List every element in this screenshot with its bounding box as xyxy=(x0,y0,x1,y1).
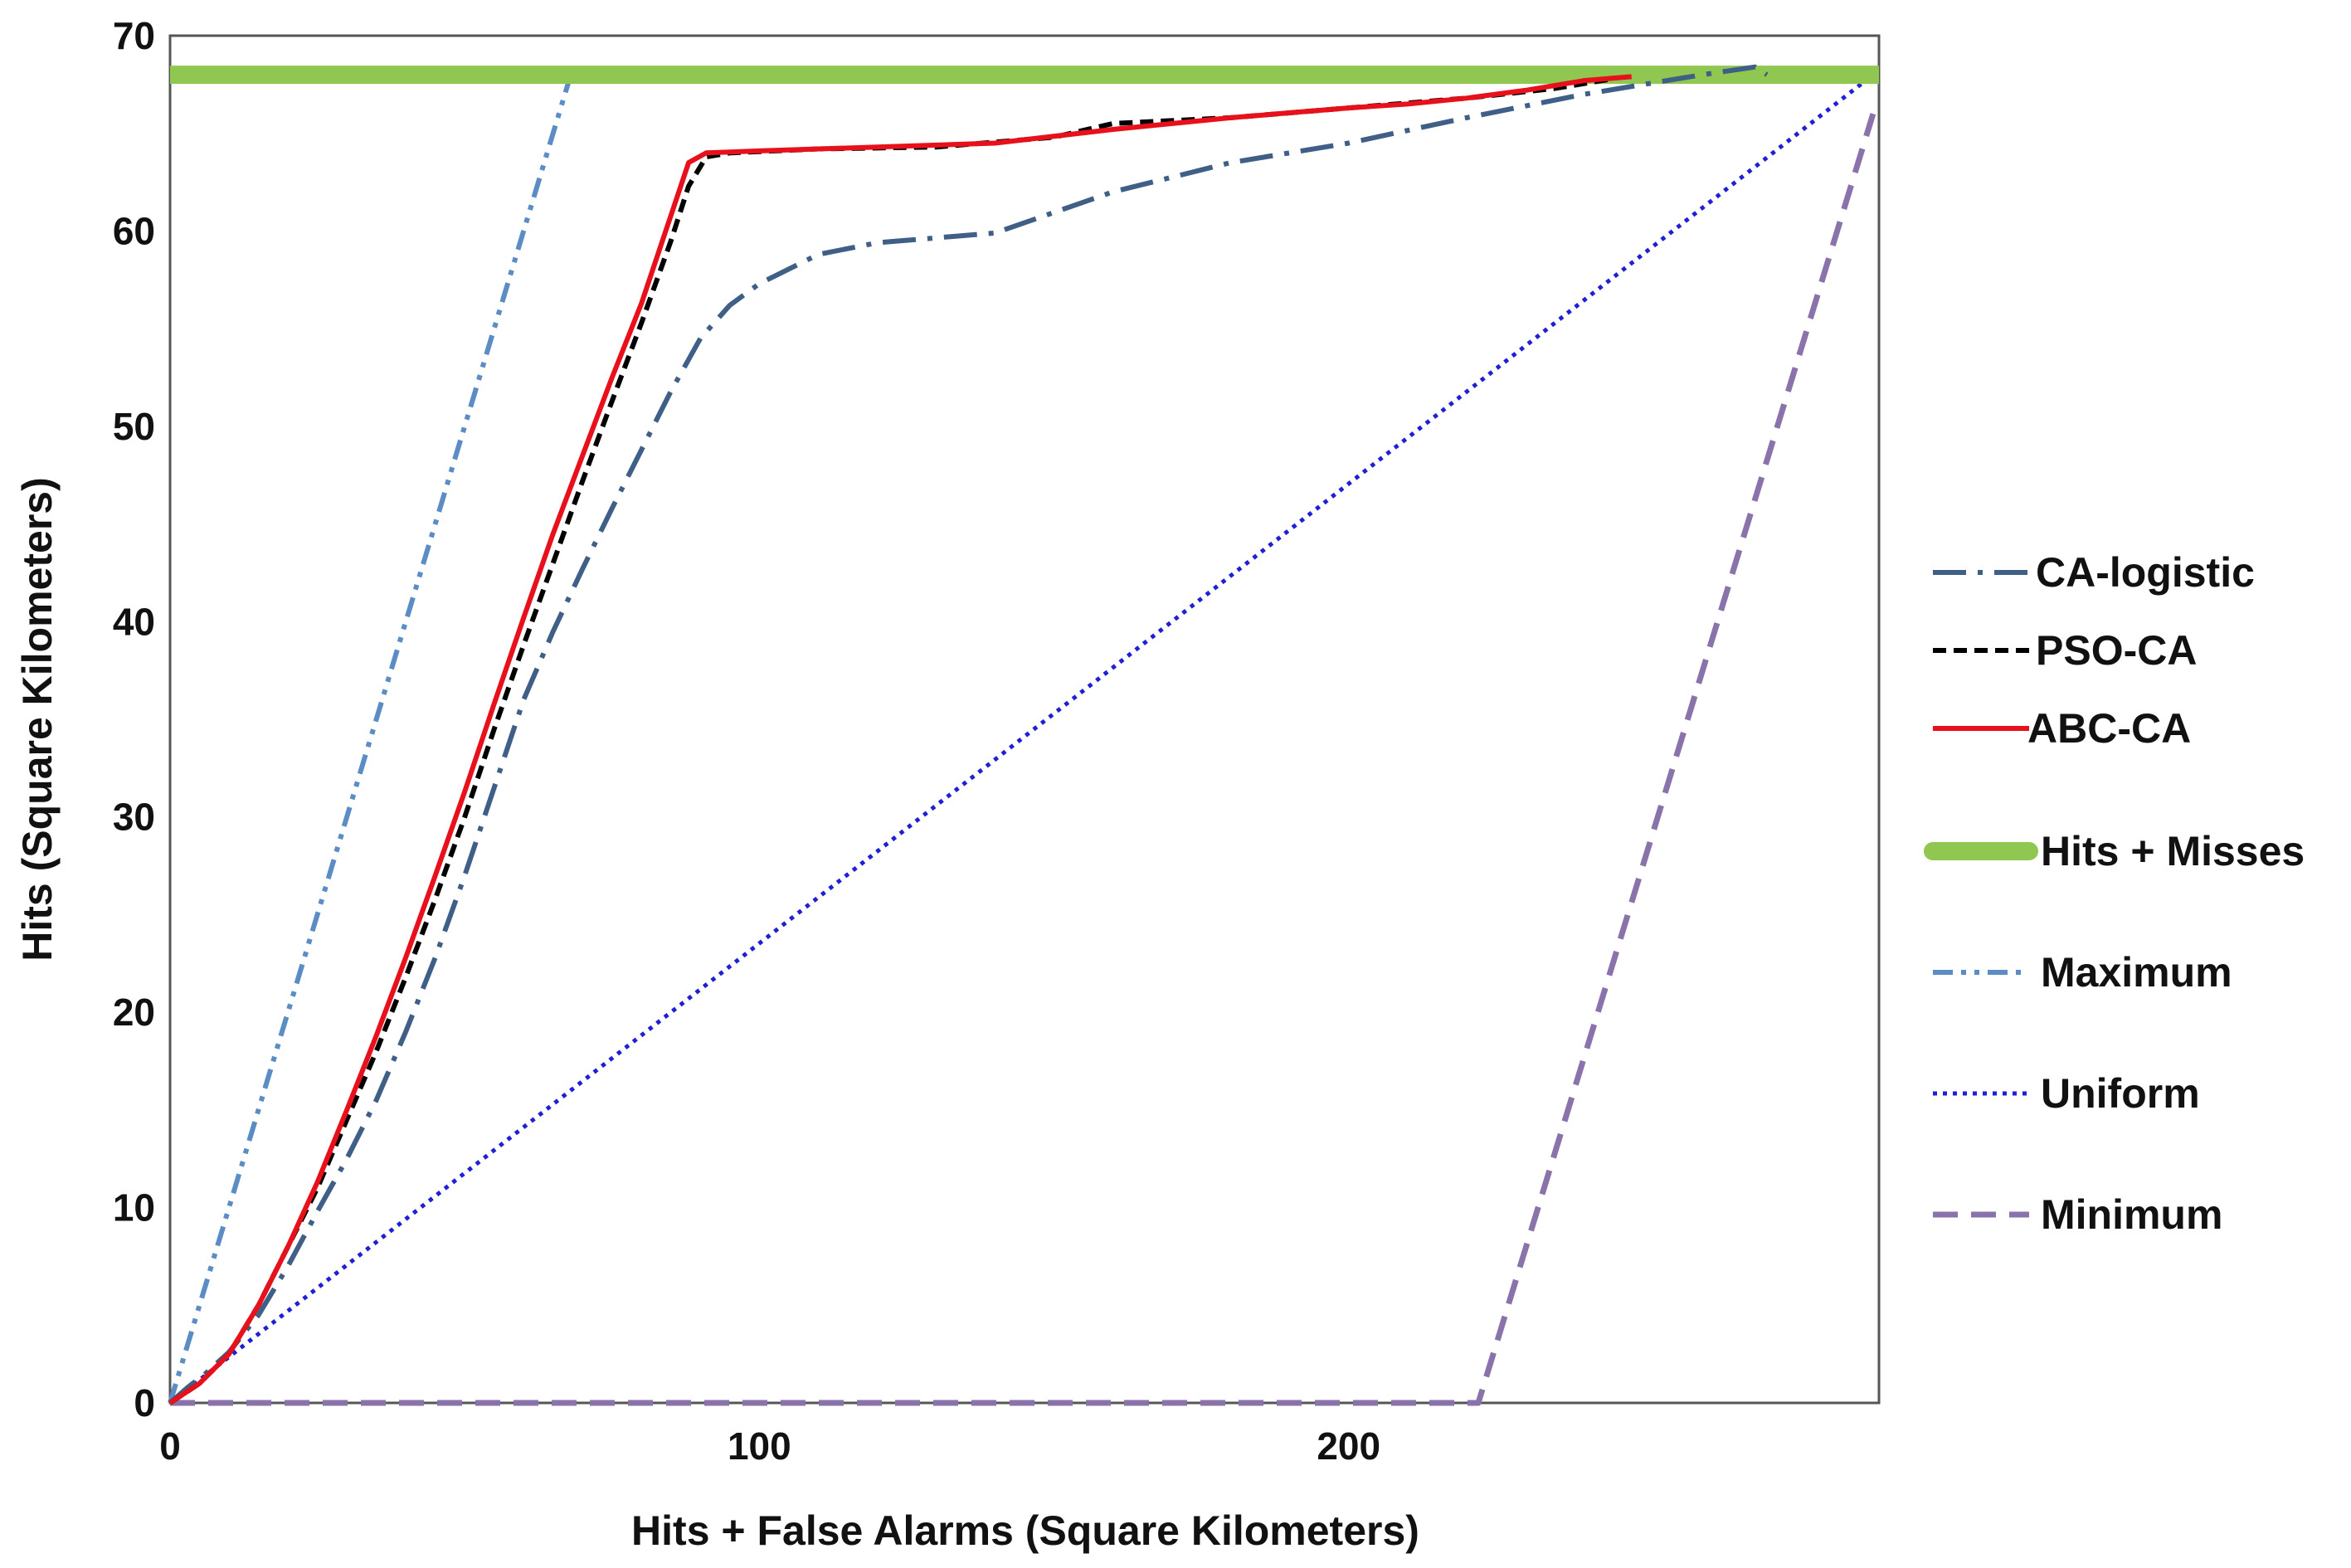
y-tick-label: 20 xyxy=(113,991,155,1034)
x-tick-label: 200 xyxy=(1317,1424,1380,1468)
series-line-ca-logistic xyxy=(168,64,1769,1405)
legend-label-ca-logistic: CA-logistic xyxy=(2036,549,2255,596)
plot-area xyxy=(168,34,1881,1405)
y-tick-label: 10 xyxy=(113,1186,155,1230)
legend-label-abc-ca: ABC-CA xyxy=(2027,705,2191,752)
series-layer xyxy=(168,64,1879,1406)
x-axis-title: Hits + False Alarms (Square Kilometers) xyxy=(631,1507,1419,1554)
y-tick-label: 30 xyxy=(113,796,155,839)
series-line-minimum xyxy=(170,113,1876,1406)
series-line-maximum xyxy=(168,72,1879,1404)
legend-label-maximum: Maximum xyxy=(2041,949,2232,996)
x-tick-label: 0 xyxy=(159,1424,181,1468)
x-tick-label: 100 xyxy=(728,1424,791,1468)
y-tick-label: 40 xyxy=(113,600,155,643)
y-tick-label: 70 xyxy=(113,14,155,57)
series-line-abc-ca xyxy=(168,74,1632,1405)
y-tick-label: 60 xyxy=(113,209,155,252)
series-line-uniform xyxy=(168,73,1875,1405)
legend-label-pso-ca: PSO-CA xyxy=(2036,627,2197,674)
legend-label-hits-misses: Hits + Misses xyxy=(2041,828,2305,874)
y-axis-title: Hits (Square Kilometers) xyxy=(14,477,61,961)
legend-label-minimum: Minimum xyxy=(2041,1191,2222,1238)
legend-label-uniform: Uniform xyxy=(2041,1070,2200,1117)
y-tick-label: 0 xyxy=(134,1381,155,1424)
y-tick-label: 50 xyxy=(113,405,155,448)
ticks-layer: 0 10 20 30 40 50 60 70 0 100 200 xyxy=(113,14,1380,1468)
legend: CA-logistic PSO-CA ABC-CA Hits + Misses Maxi… xyxy=(1924,549,2305,1238)
series-line-pso-ca xyxy=(168,75,1614,1405)
